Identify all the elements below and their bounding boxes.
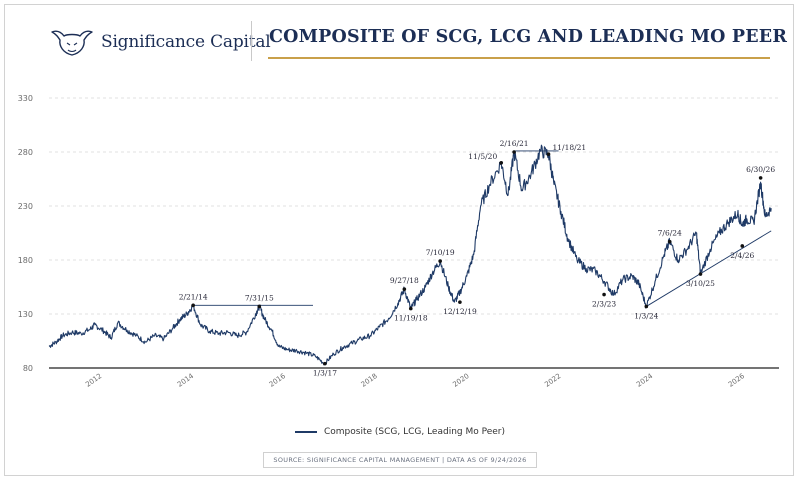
annotation-marker	[499, 161, 504, 165]
y-tick-label: 130	[18, 310, 33, 319]
annotation-label: 7/10/19	[426, 248, 455, 257]
header: Significance Capital COMPOSITE OF SCG, L…	[5, 5, 795, 71]
annotation-marker	[644, 304, 649, 309]
annotation-marker	[257, 304, 262, 309]
annotation-marker	[758, 176, 763, 180]
line-chart: 80 130 180 230 280 330 2012 2014 2016 2018 2020 202…	[18, 94, 779, 389]
annotation-marker	[740, 244, 745, 248]
annotation-label: 7/6/24	[658, 229, 682, 238]
annotation-marker	[667, 239, 672, 244]
x-tick-label: 2024	[635, 372, 655, 389]
annotation-label: 9/27/18	[390, 276, 419, 285]
annotation-label: 11/19/18	[394, 314, 428, 323]
annotation-label: 11/5/20	[468, 152, 497, 161]
y-tick-label: 330	[18, 94, 33, 103]
annotation-label: 12/12/19	[443, 307, 477, 316]
chart-frame: Significance Capital COMPOSITE OF SCG, L…	[4, 4, 794, 476]
annotation-label: 2/21/14	[179, 292, 208, 301]
annotation-marker	[402, 287, 407, 291]
header-divider	[251, 21, 252, 61]
annotation-marker	[438, 259, 442, 263]
annotation-label: 1/3/24	[634, 311, 658, 320]
annotation-label: 6/30/26	[746, 165, 775, 174]
x-tick-label: 2020	[451, 372, 470, 389]
bull-head-icon	[51, 30, 93, 56]
annotation-label: 2/4/26	[730, 251, 754, 260]
x-tick-label: 2014	[176, 372, 196, 389]
annotation-label: 7/31/15	[245, 293, 274, 302]
annotation-marker	[512, 150, 516, 154]
annotation-marker	[458, 300, 462, 304]
annotation-marker	[698, 272, 703, 276]
y-tick-label: 280	[18, 148, 33, 157]
annotation-marker	[546, 152, 551, 156]
annotation-label: 2/3/23	[592, 300, 616, 309]
annotation-label: 2/16/21	[500, 139, 529, 148]
annotation-label: 1/3/17	[313, 369, 337, 378]
chart-legend: Composite (SCG, LCG, Leading Mo Peer)	[5, 427, 795, 437]
brand-name: Significance Capital	[101, 32, 271, 52]
x-tick-label: 2026	[727, 372, 747, 389]
y-tick-label: 180	[18, 256, 33, 265]
trendline	[646, 230, 772, 307]
series-line	[48, 144, 772, 366]
x-tick-label: 2022	[543, 372, 562, 389]
y-tick-label: 80	[23, 364, 33, 373]
annotation-marker	[323, 361, 327, 366]
title-underline	[268, 57, 770, 59]
legend-swatch	[294, 431, 317, 433]
y-tick-label: 230	[18, 202, 33, 211]
annotation-label: 3/10/25	[686, 279, 715, 288]
x-tick-label: 2018	[360, 372, 379, 389]
annotation-marker	[602, 292, 606, 297]
legend-label: Composite (SCG, LCG, Leading Mo Peer)	[323, 427, 505, 437]
chart-title: COMPOSITE OF SCG, LCG AND LEADING MO PEE…	[269, 27, 788, 47]
source-note: SOURCE: SIGNIFICANCE CAPITAL MANAGEMENT …	[263, 452, 537, 468]
annotation-label: 11/18/21	[553, 143, 587, 152]
x-tick-label: 2012	[84, 372, 103, 389]
brand-logo: Significance Capital	[49, 25, 271, 59]
x-tick-label: 2016	[268, 372, 288, 389]
annotation-marker	[408, 306, 413, 311]
annotation-marker	[191, 303, 195, 308]
